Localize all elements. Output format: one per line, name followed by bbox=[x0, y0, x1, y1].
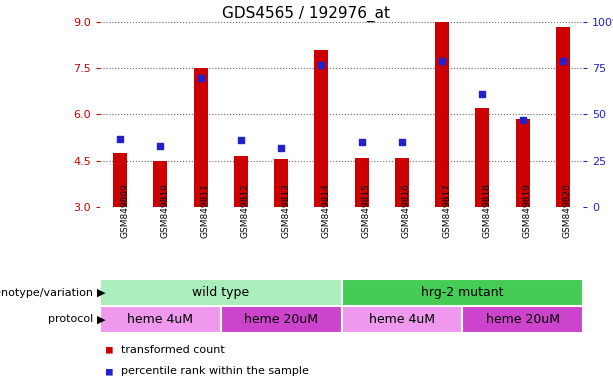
Point bbox=[558, 58, 568, 64]
Text: GSM849813: GSM849813 bbox=[281, 183, 290, 238]
Point bbox=[236, 137, 246, 144]
Text: heme 20uM: heme 20uM bbox=[485, 313, 560, 326]
Point bbox=[357, 139, 367, 145]
Bar bbox=[475, 108, 489, 207]
Text: GSM849811: GSM849811 bbox=[200, 183, 210, 238]
Bar bbox=[234, 156, 248, 207]
Text: ▶: ▶ bbox=[97, 288, 105, 298]
Bar bbox=[274, 159, 288, 207]
Text: GSM849809: GSM849809 bbox=[120, 183, 129, 238]
Bar bbox=[341, 279, 583, 306]
Bar bbox=[100, 279, 341, 306]
Point bbox=[478, 91, 487, 97]
Text: GSM849815: GSM849815 bbox=[362, 183, 371, 238]
Text: transformed count: transformed count bbox=[121, 345, 225, 355]
Bar bbox=[516, 119, 530, 207]
Point bbox=[437, 58, 447, 64]
Text: wild type: wild type bbox=[192, 286, 249, 299]
Point bbox=[156, 143, 166, 149]
Point bbox=[316, 61, 326, 68]
Point bbox=[276, 145, 286, 151]
Bar bbox=[113, 153, 127, 207]
Text: heme 4uM: heme 4uM bbox=[128, 313, 193, 326]
Point bbox=[115, 136, 125, 142]
Bar bbox=[395, 158, 409, 207]
Text: GSM849816: GSM849816 bbox=[402, 183, 411, 238]
Text: GSM849812: GSM849812 bbox=[241, 183, 250, 238]
Text: hrg-2 mutant: hrg-2 mutant bbox=[421, 286, 503, 299]
Point bbox=[196, 74, 205, 81]
Text: ■: ■ bbox=[106, 345, 113, 355]
Text: protocol: protocol bbox=[48, 314, 97, 324]
Bar bbox=[153, 161, 167, 207]
Text: heme 4uM: heme 4uM bbox=[369, 313, 435, 326]
Text: ■: ■ bbox=[106, 366, 113, 376]
Bar bbox=[354, 158, 368, 207]
Bar bbox=[221, 306, 341, 333]
Text: ▶: ▶ bbox=[97, 314, 105, 324]
Text: GSM849810: GSM849810 bbox=[161, 183, 169, 238]
Bar bbox=[556, 26, 570, 207]
Text: GSM849819: GSM849819 bbox=[523, 183, 531, 238]
Bar bbox=[341, 306, 462, 333]
Text: GSM849818: GSM849818 bbox=[482, 183, 492, 238]
Text: GSM849817: GSM849817 bbox=[442, 183, 451, 238]
Bar bbox=[435, 22, 449, 207]
Text: GSM849814: GSM849814 bbox=[321, 183, 330, 238]
Point bbox=[397, 139, 407, 145]
Text: GSM849820: GSM849820 bbox=[563, 183, 572, 238]
Text: genotype/variation: genotype/variation bbox=[0, 288, 97, 298]
Bar bbox=[194, 68, 208, 207]
Point bbox=[518, 117, 528, 123]
Text: GDS4565 / 192976_at: GDS4565 / 192976_at bbox=[223, 6, 390, 22]
Bar bbox=[462, 306, 583, 333]
Bar bbox=[314, 50, 329, 207]
Text: heme 20uM: heme 20uM bbox=[244, 313, 318, 326]
Text: percentile rank within the sample: percentile rank within the sample bbox=[121, 366, 310, 376]
Bar bbox=[100, 306, 221, 333]
